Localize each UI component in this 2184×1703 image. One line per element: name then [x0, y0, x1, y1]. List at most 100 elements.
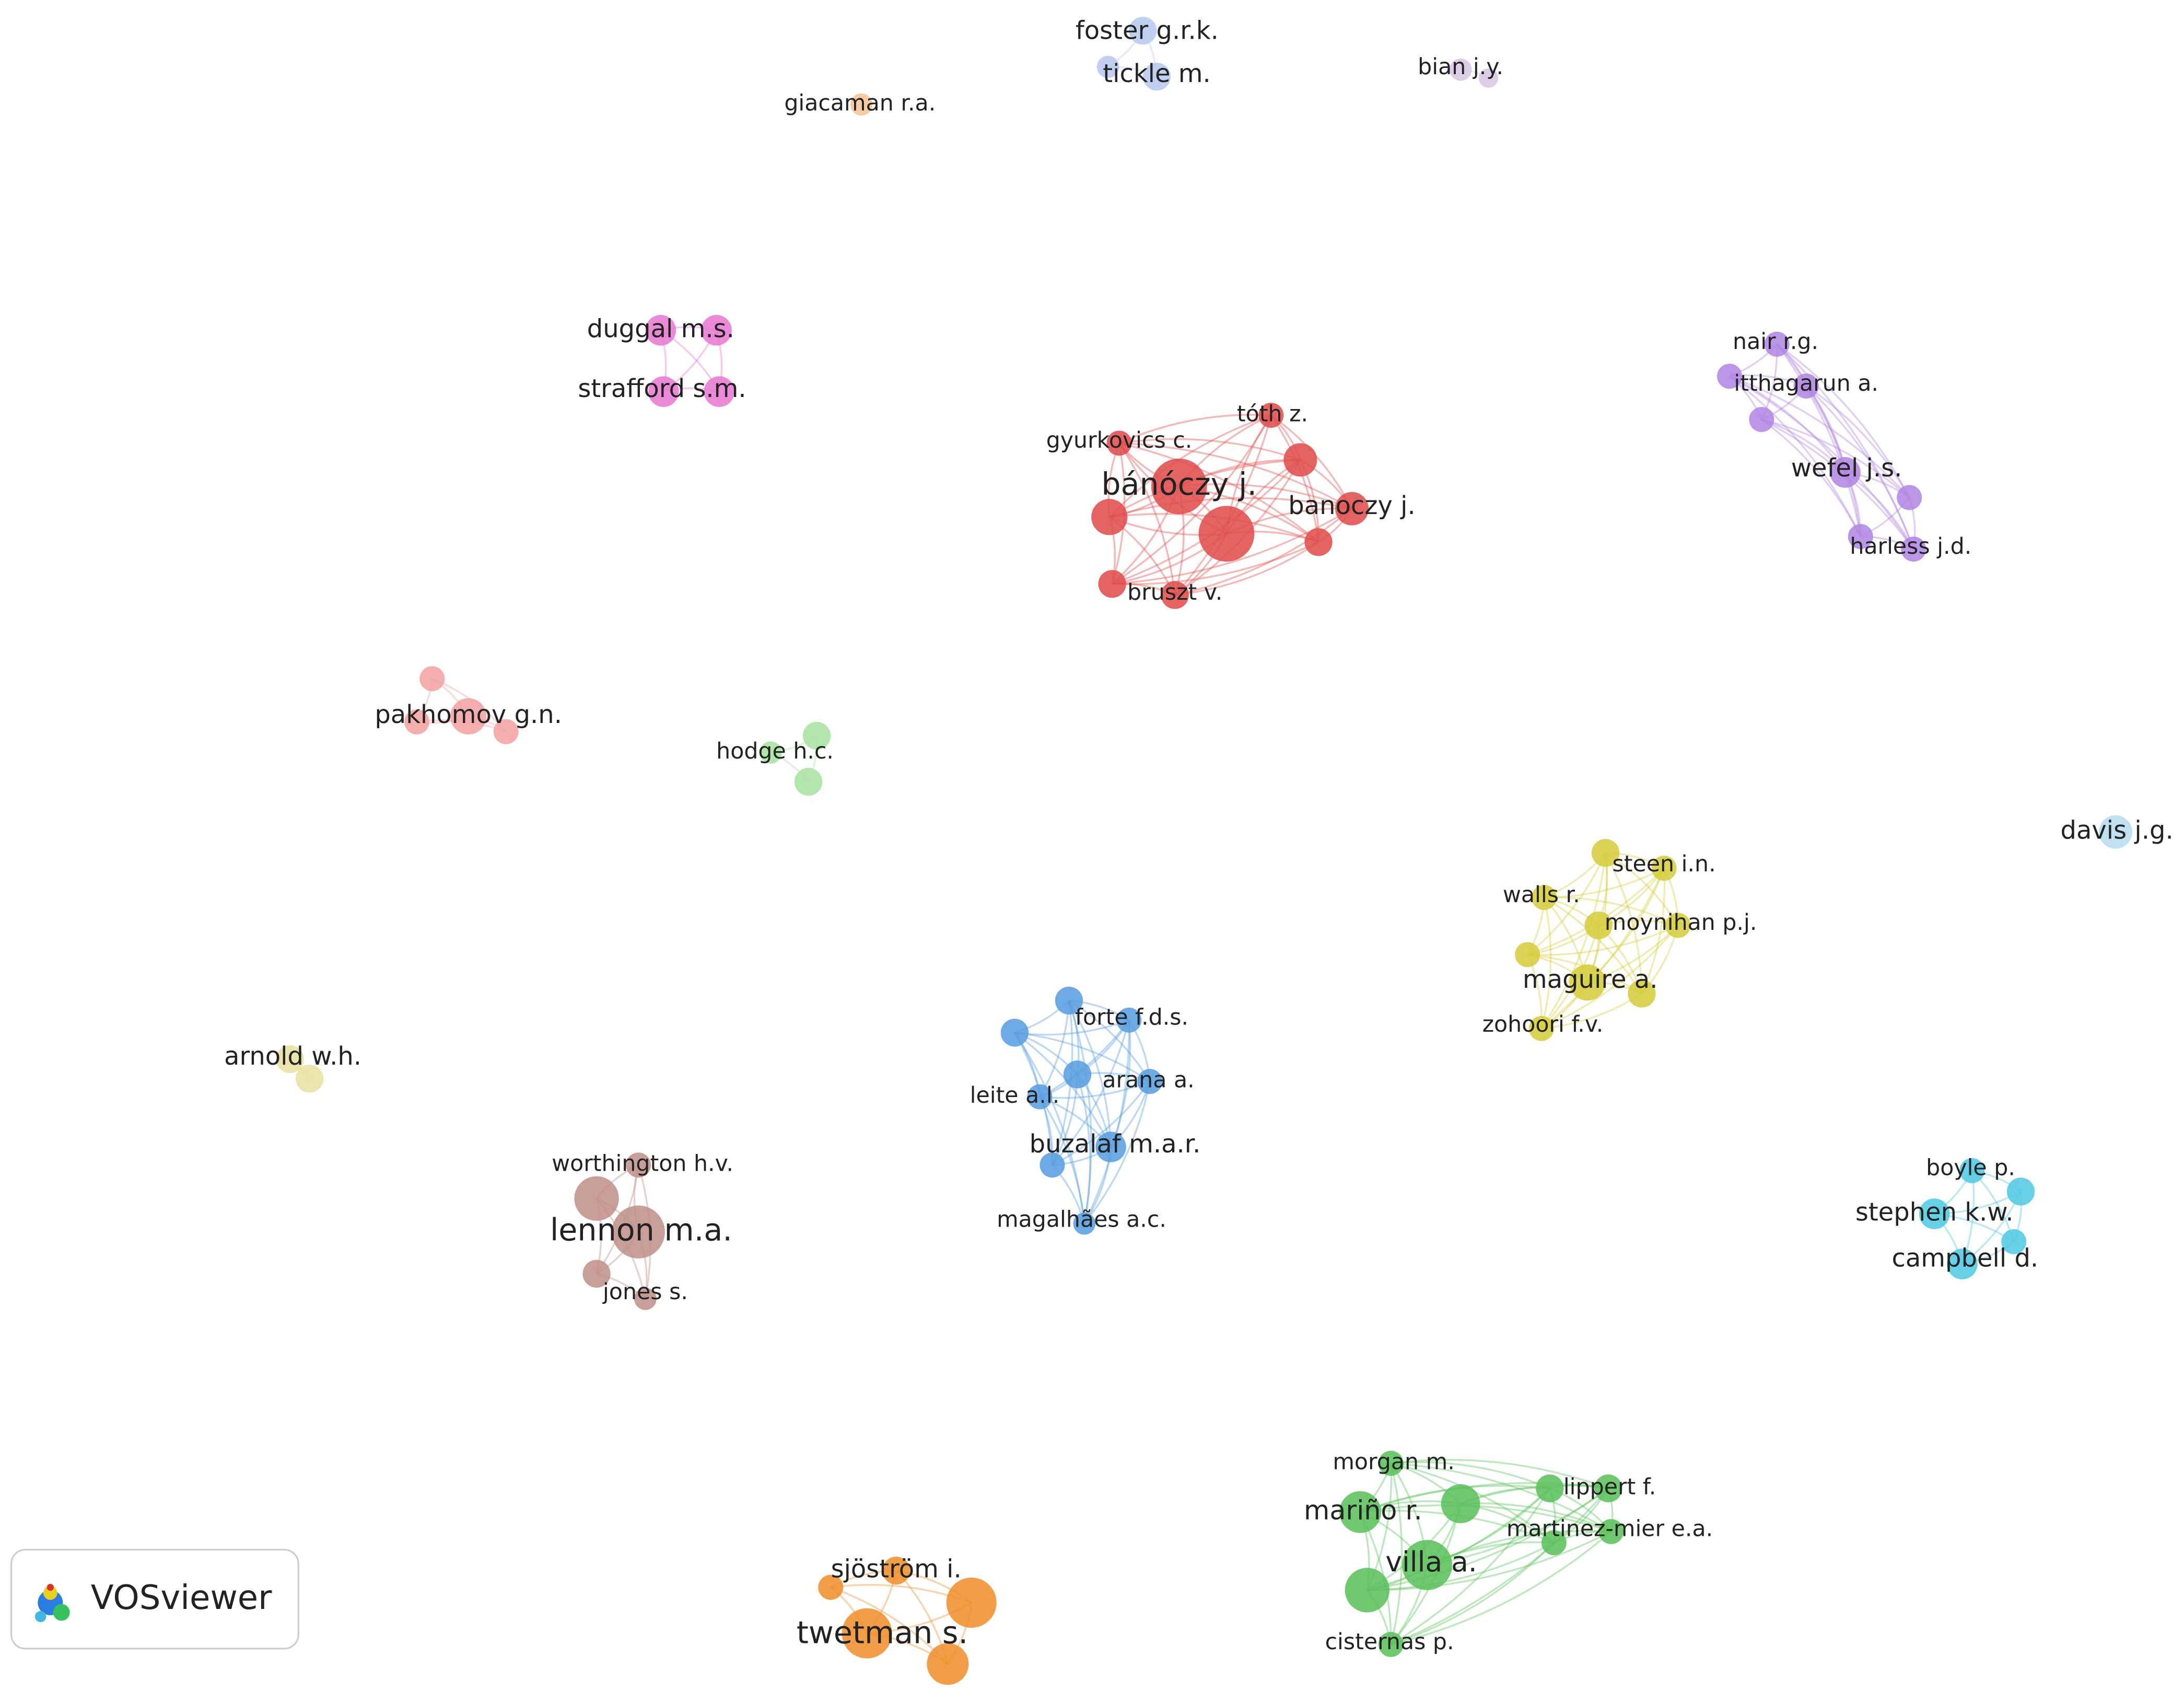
edge [1109, 497, 1352, 518]
node-label: jones s. [602, 1279, 688, 1305]
node [450, 698, 487, 734]
node-label: tóth z. [1237, 401, 1308, 427]
edge [1527, 852, 1607, 955]
node [1651, 856, 1677, 881]
node [582, 1259, 611, 1288]
edge [1641, 868, 1666, 994]
logo-box [10, 1548, 299, 1650]
edge [1367, 1487, 1551, 1591]
node-label: davis j.g. [2061, 816, 2174, 845]
node-label: zohoori f.v. [1482, 1011, 1604, 1037]
edge [1540, 868, 1665, 1030]
edge [1118, 414, 1271, 444]
node [1536, 1474, 1564, 1502]
node [1151, 458, 1207, 515]
node [1628, 979, 1656, 1008]
edge [1112, 508, 1352, 585]
node-label: tickle m. [1103, 59, 1210, 88]
edge [1052, 1020, 1130, 1166]
node-label: pakhomov g.n. [375, 700, 562, 729]
labels: foster g.r.k. tickle m. bian j.y. giacaman … [224, 16, 2174, 1654]
node-label: twetman s. [797, 1615, 968, 1650]
edge [1174, 508, 1353, 596]
node-label: itthagarun a. [1734, 370, 1878, 396]
node [1339, 1491, 1382, 1533]
node [1040, 1152, 1065, 1178]
edge [1805, 385, 1910, 498]
node [1063, 1060, 1092, 1089]
node-label: martinez-mier e.a. [1506, 1516, 1713, 1542]
node [1137, 1069, 1163, 1094]
node [1749, 406, 1774, 433]
node-label: foster g.r.k. [1076, 16, 1219, 45]
node [1198, 506, 1255, 562]
node-label: maguire a. [1523, 965, 1658, 994]
node [1897, 485, 1922, 510]
node-label: villa a. [1385, 1545, 1477, 1578]
edge [1119, 442, 1319, 543]
node [1378, 1451, 1404, 1476]
node-label: leite a.l. [970, 1082, 1060, 1109]
node-label: sjöström i. [831, 1555, 962, 1584]
node [1594, 1474, 1622, 1502]
node [1304, 528, 1333, 556]
edge [1391, 1488, 1609, 1646]
edge [1805, 385, 1914, 550]
edge [1391, 1531, 1612, 1646]
node-label: forte f.d.s. [1075, 1005, 1188, 1031]
node [1901, 536, 1926, 562]
edge [1068, 1000, 1092, 1224]
edge [1112, 541, 1319, 586]
edge [1118, 442, 1176, 596]
node [818, 1574, 844, 1600]
logo-text: VOSviewer [91, 1579, 272, 1617]
edge [1605, 852, 1643, 994]
node [1027, 1084, 1053, 1110]
node-label: buzalaf m.a.r. [1030, 1129, 1201, 1159]
node [1055, 986, 1083, 1015]
logo-icon [35, 1611, 46, 1623]
edge [1729, 375, 1846, 473]
node-label: giacaman r.a. [784, 90, 936, 116]
node-label: walls r. [1503, 882, 1580, 908]
node [2006, 1177, 2035, 1206]
node [882, 1556, 910, 1585]
node [493, 719, 519, 744]
node-label: arana a. [1102, 1067, 1194, 1093]
edge [1540, 897, 1552, 1029]
node-label: boyle p. [1926, 1155, 2015, 1181]
edge [1776, 343, 1847, 473]
node-label: nair r.g. [1733, 329, 1818, 355]
node [1959, 1158, 1985, 1183]
node [1449, 59, 1472, 81]
node [842, 1608, 892, 1659]
edge [1039, 1096, 1085, 1224]
node [1096, 55, 1119, 78]
edge [1175, 541, 1319, 596]
edge [1729, 375, 1910, 498]
edge [1367, 1531, 1612, 1591]
node [1569, 964, 1606, 1001]
node [626, 1152, 651, 1178]
node [760, 741, 782, 764]
logo-icon [46, 1583, 54, 1591]
node [1142, 63, 1171, 91]
node [1528, 1016, 1554, 1041]
node-label: magalhães a.c. [997, 1206, 1166, 1232]
node [1793, 373, 1819, 399]
edge [1527, 924, 1679, 956]
node-label: lennon m.a. [550, 1212, 732, 1247]
node [1000, 1019, 1029, 1047]
node-label: bánóczy j. [1101, 466, 1257, 502]
logo[interactable]: VOSviewer [10, 1548, 299, 1650]
node [1129, 17, 1157, 45]
node [1073, 1212, 1096, 1235]
node-label: harless j.d. [1850, 533, 1971, 559]
node [1091, 499, 1128, 535]
edge [1109, 1020, 1131, 1148]
edge [1776, 343, 1914, 550]
node-label: wefel j.s. [1791, 453, 1902, 483]
node [1830, 457, 1861, 488]
edge [1391, 1542, 1555, 1646]
